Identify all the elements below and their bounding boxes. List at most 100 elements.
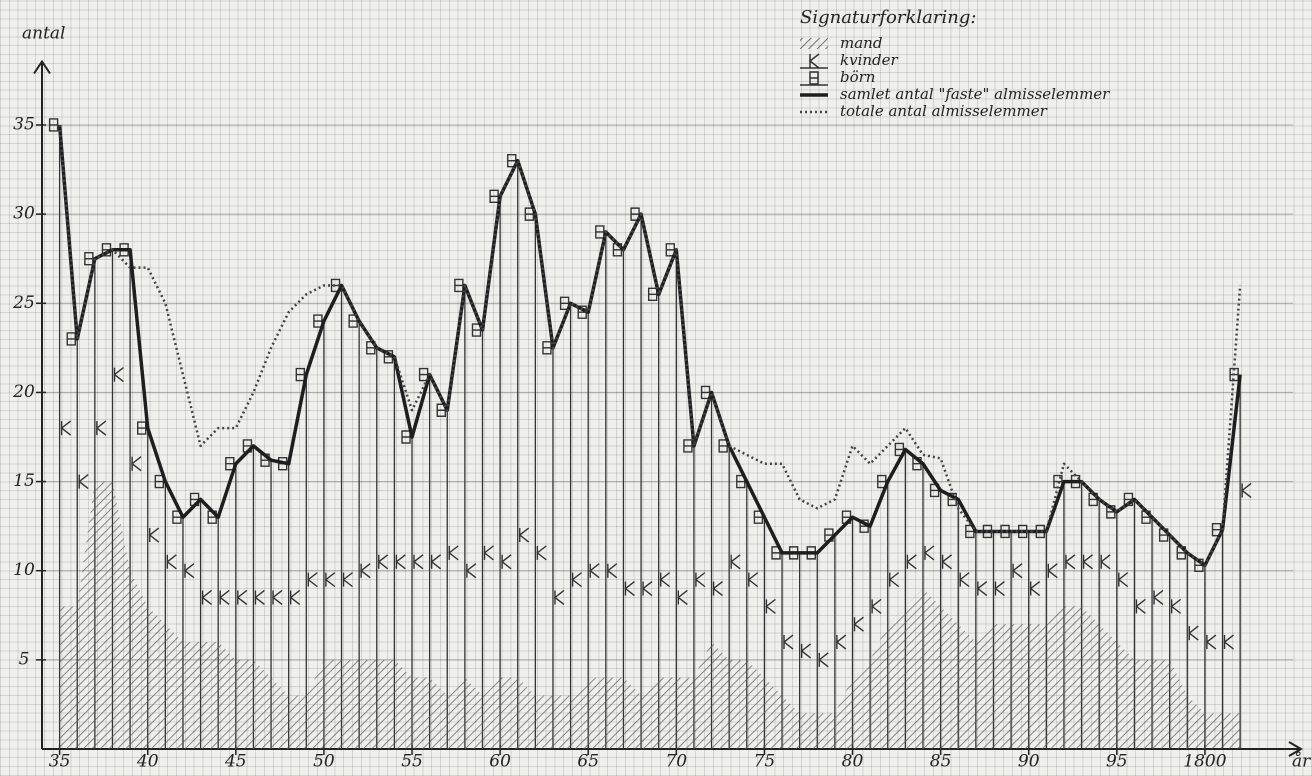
women-marker xyxy=(888,572,900,588)
legend-swatch xyxy=(800,38,828,49)
women-marker xyxy=(571,572,583,588)
x-tick-label: 40 xyxy=(136,752,159,772)
children-marker xyxy=(683,439,693,453)
y-tick-label: 5 xyxy=(19,649,30,669)
women-marker xyxy=(606,563,618,579)
men-area xyxy=(59,481,1241,749)
women-marker xyxy=(553,589,565,606)
women-marker xyxy=(659,572,671,588)
legend-label: kvinder xyxy=(840,51,899,69)
women-marker xyxy=(148,527,160,543)
women-marker xyxy=(589,563,600,579)
women-marker xyxy=(518,527,530,543)
women-marker xyxy=(765,598,776,614)
women-marker xyxy=(1205,634,1217,650)
women-marker xyxy=(271,589,283,606)
x-tick-label: 70 xyxy=(665,752,687,772)
x-tick-label: 85 xyxy=(930,752,952,772)
children-marker xyxy=(66,332,76,346)
children-marker xyxy=(454,278,464,293)
women-marker xyxy=(465,563,477,579)
x-tick-label: 60 xyxy=(489,752,511,772)
children-marker xyxy=(524,207,535,221)
children-marker xyxy=(84,252,94,266)
women-marker xyxy=(395,554,406,570)
children-marker xyxy=(137,421,147,435)
x-tick-label: 80 xyxy=(842,752,864,772)
x-tick-label: 1800 xyxy=(1183,752,1226,772)
y-tick-label: 25 xyxy=(12,293,35,313)
women-marker xyxy=(95,420,107,436)
y-tick-label: 15 xyxy=(13,471,35,491)
women-marker xyxy=(941,554,953,570)
women-marker xyxy=(870,598,882,614)
legend-label: mand xyxy=(840,34,882,52)
women-marker xyxy=(835,634,847,650)
children-marker xyxy=(1123,492,1134,507)
women-marker xyxy=(747,572,759,588)
women-marker xyxy=(324,572,336,588)
women-marker xyxy=(853,616,864,632)
legend-swatch xyxy=(800,53,828,69)
y-axis xyxy=(33,59,51,749)
women-marker xyxy=(78,474,89,490)
legend-label: börn xyxy=(840,68,875,86)
women-marker xyxy=(219,589,230,606)
legend: Signaturforklaring: mandkvinderbörnsamle… xyxy=(800,7,1110,120)
children-marker xyxy=(841,510,852,524)
y-axis-label: antal xyxy=(22,24,66,44)
women-marker xyxy=(818,652,829,668)
x-tick-label: 35 xyxy=(49,752,71,772)
x-tick-label: 95 xyxy=(1106,752,1128,772)
women-marker xyxy=(307,572,318,588)
women-marker xyxy=(959,572,970,588)
x-axis-label: år xyxy=(1292,752,1311,772)
y-tick-label: 35 xyxy=(13,114,35,134)
children-marker xyxy=(401,430,411,444)
women-marker xyxy=(201,589,213,606)
legend-label: totale antal almisselemmer xyxy=(840,102,1048,120)
legend-label: samlet antal "faste" almisselemmer xyxy=(840,85,1110,103)
women-marker xyxy=(1152,589,1164,606)
children-marker xyxy=(489,189,499,204)
legend-swatch xyxy=(800,71,828,86)
x-tick-label: 90 xyxy=(1018,752,1040,772)
women-marker xyxy=(1223,634,1234,650)
faste-line xyxy=(57,124,1242,568)
women-marker xyxy=(130,456,142,472)
children-marker xyxy=(471,323,482,337)
women-marker xyxy=(624,580,635,597)
women-marker xyxy=(412,554,424,570)
y-tick-label: 30 xyxy=(13,204,35,224)
children-marker xyxy=(1194,558,1204,573)
women-marker xyxy=(1117,572,1129,588)
women-marker xyxy=(500,554,512,570)
women-marker xyxy=(1047,563,1058,579)
y-tick-label: 20 xyxy=(12,382,35,402)
children-marker xyxy=(154,474,165,489)
legend-title: Signaturforklaring: xyxy=(800,7,976,28)
women-marker xyxy=(782,634,794,650)
women-marker xyxy=(483,545,494,561)
women-marker xyxy=(712,580,723,597)
x-tick-label: 65 xyxy=(577,752,599,772)
women-marker xyxy=(360,563,371,579)
women-marker xyxy=(1082,554,1093,570)
women-marker xyxy=(1240,482,1252,499)
women-marker xyxy=(1135,598,1146,614)
women-marker xyxy=(60,420,72,436)
women-marker xyxy=(1011,563,1023,579)
women-marker xyxy=(1100,554,1111,570)
women-marker xyxy=(448,545,459,561)
children-marker xyxy=(242,439,253,453)
women-marker xyxy=(254,589,265,606)
children-marker xyxy=(48,118,59,132)
women-marker xyxy=(236,589,248,606)
children-marker xyxy=(542,341,552,355)
children-marker xyxy=(1106,505,1116,519)
women-marker xyxy=(730,554,741,570)
women-marker xyxy=(377,554,389,570)
children-marker xyxy=(595,225,605,239)
x-tick-label: 55 xyxy=(401,752,423,772)
